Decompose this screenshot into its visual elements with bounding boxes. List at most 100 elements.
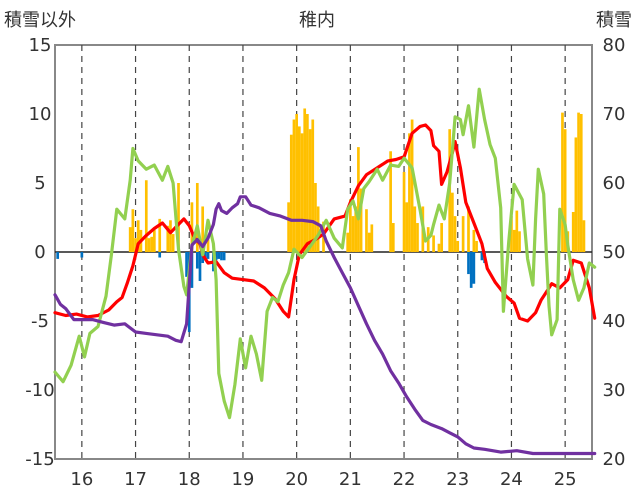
bar bbox=[306, 114, 309, 252]
y-right-tick-label: 40 bbox=[603, 311, 626, 332]
bar bbox=[190, 252, 194, 288]
bar bbox=[147, 238, 151, 252]
bar bbox=[144, 180, 148, 252]
bar bbox=[171, 234, 175, 252]
bar bbox=[185, 252, 188, 277]
bar bbox=[518, 231, 521, 252]
bar bbox=[574, 137, 578, 252]
x-tick-label: 23 bbox=[446, 469, 469, 490]
bar bbox=[370, 224, 374, 252]
bar bbox=[512, 229, 516, 252]
bar bbox=[158, 252, 162, 258]
bar bbox=[472, 252, 476, 284]
bar bbox=[195, 183, 199, 252]
bar bbox=[169, 220, 172, 252]
chart-title: 稚内 bbox=[299, 10, 335, 31]
bar bbox=[480, 252, 484, 261]
bar bbox=[289, 134, 293, 252]
bar bbox=[440, 223, 443, 252]
x-tick-label: 22 bbox=[393, 469, 416, 490]
x-tick-label: 18 bbox=[178, 469, 201, 490]
x-tick-label: 20 bbox=[285, 469, 308, 490]
bar bbox=[198, 252, 202, 281]
y-right-tick-label: 70 bbox=[603, 104, 626, 125]
y-right-tick-label: 30 bbox=[603, 380, 626, 401]
bar bbox=[292, 119, 296, 253]
bar bbox=[214, 252, 218, 261]
bar bbox=[349, 199, 352, 252]
bar bbox=[300, 133, 304, 252]
bar bbox=[405, 202, 409, 252]
bar bbox=[413, 206, 417, 252]
y-right-tick-label: 20 bbox=[603, 449, 626, 470]
bar bbox=[195, 252, 199, 269]
bar bbox=[222, 252, 226, 261]
x-tick-label: 24 bbox=[500, 469, 523, 490]
y-left-tick-label: 10 bbox=[29, 104, 52, 125]
bar bbox=[220, 252, 223, 261]
bar bbox=[475, 240, 478, 252]
y-left-tick-label: -5 bbox=[31, 311, 49, 332]
bar bbox=[510, 216, 513, 252]
y-right-tick-label: 80 bbox=[603, 35, 626, 56]
y-left-tick-label: -10 bbox=[25, 380, 54, 401]
bar bbox=[359, 188, 363, 252]
series-line bbox=[53, 87, 597, 420]
bar bbox=[166, 225, 170, 252]
y-axis-right-ticks: 80 70 60 50 40 30 20 bbox=[603, 35, 626, 470]
y-right-tick-label: 50 bbox=[603, 242, 626, 263]
x-tick-label: 21 bbox=[339, 469, 362, 490]
bar bbox=[80, 252, 84, 258]
bar bbox=[201, 206, 205, 252]
x-tick-label: 17 bbox=[124, 469, 147, 490]
bar bbox=[563, 129, 567, 252]
bar bbox=[128, 227, 132, 252]
bar bbox=[136, 220, 140, 252]
bar bbox=[311, 119, 315, 253]
bar bbox=[190, 202, 194, 252]
bar bbox=[287, 202, 290, 252]
bar bbox=[346, 232, 350, 252]
bar bbox=[561, 112, 564, 253]
bar bbox=[177, 183, 180, 252]
bar bbox=[134, 238, 137, 252]
bar bbox=[456, 240, 460, 252]
bar bbox=[206, 252, 210, 259]
bar bbox=[467, 206, 470, 252]
bar bbox=[451, 192, 454, 252]
bar bbox=[416, 223, 419, 252]
y-left-tick-label: 15 bbox=[29, 35, 52, 56]
bar bbox=[153, 229, 156, 252]
line-series bbox=[53, 87, 597, 456]
bar bbox=[131, 209, 135, 252]
bar bbox=[461, 216, 465, 252]
series-line bbox=[53, 123, 597, 323]
bar bbox=[408, 133, 411, 252]
bar bbox=[217, 252, 221, 259]
bar bbox=[579, 114, 583, 252]
bar bbox=[365, 209, 368, 252]
y-left-tick-label: 5 bbox=[34, 173, 45, 194]
bar bbox=[367, 232, 371, 252]
x-tick-label: 16 bbox=[70, 469, 93, 490]
bar bbox=[469, 252, 473, 288]
x-tick-label: 19 bbox=[231, 469, 254, 490]
bar bbox=[357, 147, 360, 252]
y-axis-right-label: 積雪 bbox=[596, 10, 632, 31]
x-axis-ticks: 16 17 18 19 20 21 22 23 24 25 bbox=[70, 469, 576, 490]
bar bbox=[515, 210, 519, 252]
y-right-tick-label: 60 bbox=[603, 173, 626, 194]
bar bbox=[150, 236, 154, 252]
bar bbox=[295, 114, 298, 252]
bar bbox=[571, 211, 575, 252]
bar bbox=[402, 171, 406, 252]
bar bbox=[354, 206, 358, 252]
series-line bbox=[53, 195, 597, 456]
bar bbox=[467, 252, 470, 275]
bar bbox=[56, 252, 60, 259]
x-tick-label: 25 bbox=[554, 469, 577, 490]
bar bbox=[303, 108, 307, 252]
bar bbox=[432, 235, 435, 252]
bar bbox=[389, 151, 392, 252]
